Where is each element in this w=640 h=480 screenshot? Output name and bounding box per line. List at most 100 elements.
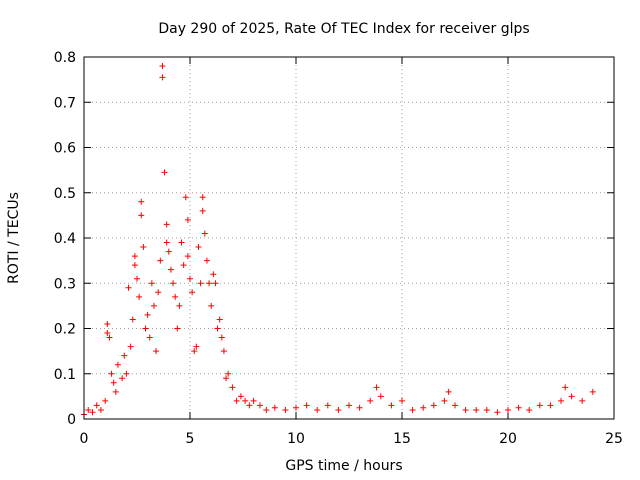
data-point xyxy=(176,302,183,309)
grid-lines xyxy=(84,57,614,419)
data-point xyxy=(430,402,437,409)
data-point xyxy=(148,280,155,287)
data-point xyxy=(165,248,172,255)
x-tick-label: 10 xyxy=(287,431,305,447)
data-point xyxy=(208,302,215,309)
data-point xyxy=(218,334,225,341)
data-point xyxy=(263,406,270,413)
data-point xyxy=(142,325,149,332)
data-point xyxy=(223,375,230,382)
data-point xyxy=(303,402,310,409)
data-point xyxy=(216,316,223,323)
data-point xyxy=(191,348,198,355)
data-point xyxy=(85,406,92,413)
data-point xyxy=(140,244,147,251)
x-tick-label: 15 xyxy=(393,431,411,447)
data-point xyxy=(229,384,236,391)
data-point xyxy=(159,74,166,81)
y-tick-label: 0.1 xyxy=(54,367,76,383)
data-point xyxy=(180,262,187,269)
data-point xyxy=(562,384,569,391)
data-point xyxy=(494,409,501,416)
data-point xyxy=(473,406,480,413)
data-point xyxy=(189,289,196,296)
data-point xyxy=(161,169,168,176)
data-point xyxy=(114,361,121,368)
data-point xyxy=(146,334,153,341)
data-point xyxy=(558,397,564,404)
data-point xyxy=(97,406,104,413)
x-axis-label: GPS time / hours xyxy=(285,458,402,474)
data-point xyxy=(108,370,115,377)
data-point xyxy=(335,406,342,413)
data-point xyxy=(214,325,221,332)
data-point xyxy=(93,402,100,409)
data-point xyxy=(159,63,166,70)
data-point xyxy=(483,406,490,413)
data-point xyxy=(182,194,189,201)
data-point xyxy=(187,275,193,282)
data-point xyxy=(136,293,143,300)
data-point xyxy=(242,397,249,404)
data-point xyxy=(206,280,213,287)
data-point xyxy=(212,280,219,287)
data-point xyxy=(388,402,395,409)
data-point xyxy=(131,262,138,269)
data-point xyxy=(131,253,138,260)
data-point xyxy=(367,397,374,404)
data-point xyxy=(167,266,174,273)
data-point xyxy=(121,352,128,359)
y-tick-label: 0.7 xyxy=(54,95,76,111)
data-point xyxy=(102,397,109,404)
data-point xyxy=(356,404,363,411)
data-point xyxy=(589,388,596,395)
data-point xyxy=(174,325,181,332)
data-point xyxy=(197,280,204,287)
y-tick-label: 0.3 xyxy=(54,276,76,292)
data-point xyxy=(256,402,263,409)
data-point xyxy=(163,221,170,228)
data-point xyxy=(271,404,278,411)
data-point xyxy=(452,402,458,409)
data-point xyxy=(184,216,191,223)
data-point xyxy=(157,257,164,264)
data-point xyxy=(314,406,321,413)
plot-frame xyxy=(83,56,615,420)
data-point xyxy=(127,343,134,350)
data-point xyxy=(163,239,170,246)
x-tick-label: 20 xyxy=(499,431,517,447)
data-point xyxy=(172,293,179,300)
data-point xyxy=(282,406,289,413)
data-point xyxy=(129,316,136,323)
data-point xyxy=(293,404,299,411)
y-tick-label: 0.8 xyxy=(54,50,76,66)
data-point xyxy=(250,397,257,404)
data-point xyxy=(150,302,157,309)
data-point xyxy=(89,409,96,416)
x-tick-label: 0 xyxy=(80,431,89,447)
data-point xyxy=(210,271,217,278)
y-tick-label: 0.6 xyxy=(54,141,76,157)
data-point xyxy=(536,402,543,409)
data-point xyxy=(409,406,416,413)
data-point xyxy=(199,194,206,201)
data-point xyxy=(515,404,522,411)
data-point xyxy=(568,393,575,400)
x-tick-label: 25 xyxy=(605,431,623,447)
y-tick-label: 0 xyxy=(67,412,76,428)
data-point xyxy=(155,289,162,296)
data-point xyxy=(104,330,111,337)
axis-tick-labels: 0 5 10 15 20 25 0 0.1 0.2 0.3 0.4 0.5 0.6 0.7 0.8 xyxy=(54,50,623,447)
data-point xyxy=(246,402,253,409)
data-point xyxy=(445,388,452,395)
data-point xyxy=(462,406,469,413)
data-point xyxy=(203,257,210,264)
x-tick-label: 5 xyxy=(186,431,195,447)
data-point xyxy=(138,198,145,205)
data-point xyxy=(441,397,448,404)
data-point xyxy=(106,334,113,341)
data-point xyxy=(201,230,208,237)
data-point xyxy=(195,244,202,251)
chart-title: Day 290 of 2025, Rate Of TEC Index for r… xyxy=(158,21,529,37)
